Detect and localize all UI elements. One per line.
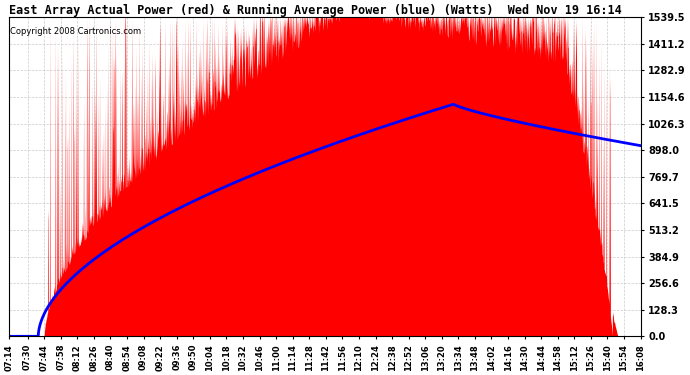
Text: East Array Actual Power (red) & Running Average Power (blue) (Watts)  Wed Nov 19: East Array Actual Power (red) & Running …	[9, 4, 622, 17]
Text: Copyright 2008 Cartronics.com: Copyright 2008 Cartronics.com	[10, 27, 141, 36]
